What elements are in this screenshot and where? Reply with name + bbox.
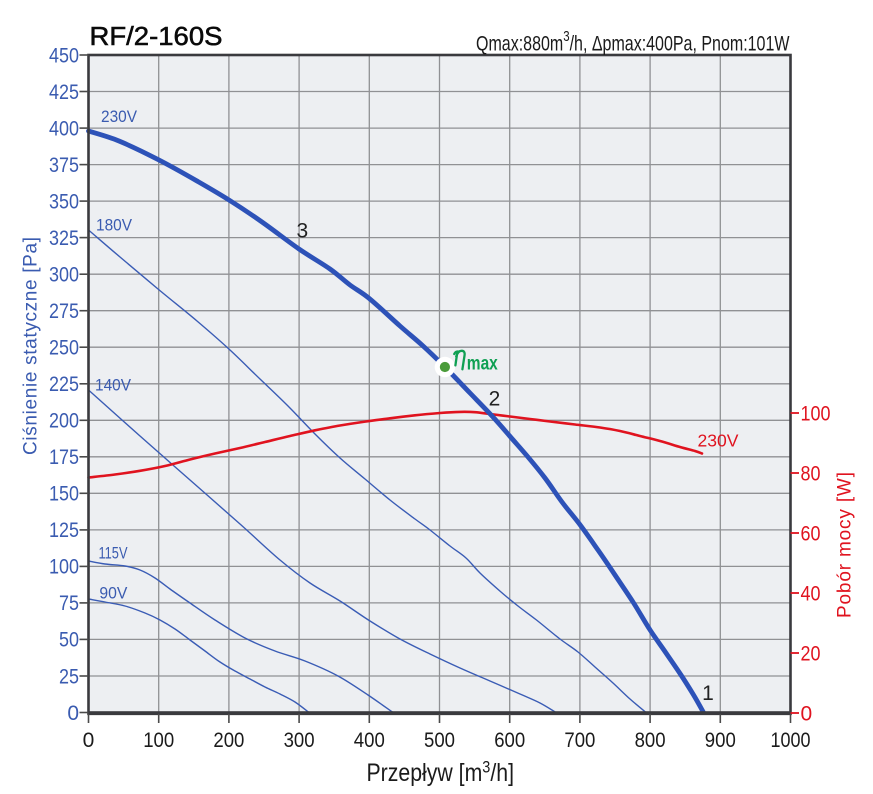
svg-text:600: 600 (494, 729, 525, 752)
svg-text:90V: 90V (99, 584, 128, 603)
svg-text:200: 200 (49, 410, 79, 433)
svg-text:700: 700 (564, 729, 595, 752)
svg-text:400: 400 (354, 729, 385, 752)
svg-text:25: 25 (59, 665, 79, 688)
svg-text:40: 40 (801, 582, 821, 605)
svg-text:800: 800 (635, 729, 666, 752)
svg-text:RF/2-160S: RF/2-160S (90, 23, 223, 51)
svg-text:1: 1 (702, 682, 714, 705)
svg-text:100: 100 (801, 402, 831, 425)
svg-text:225: 225 (49, 373, 79, 396)
svg-text:125: 125 (49, 519, 79, 542)
svg-text:100: 100 (143, 729, 174, 752)
svg-text:300: 300 (284, 729, 315, 752)
svg-text:140V: 140V (95, 376, 132, 395)
svg-text:20: 20 (801, 642, 821, 665)
svg-text:1000: 1000 (771, 729, 811, 752)
svg-text:230V: 230V (101, 107, 138, 126)
svg-text:75: 75 (59, 592, 79, 615)
svg-text:230V: 230V (698, 431, 739, 451)
svg-text:Przepływ [m3/h]: Przepływ [m3/h] (367, 758, 515, 788)
svg-text:175: 175 (49, 446, 79, 469)
svg-text:0: 0 (67, 702, 79, 725)
svg-text:400: 400 (49, 117, 79, 140)
svg-text:50: 50 (59, 629, 79, 652)
svg-text:250: 250 (49, 337, 79, 360)
svg-text:3: 3 (296, 220, 308, 243)
svg-text:900: 900 (705, 729, 736, 752)
svg-text:180V: 180V (96, 216, 133, 235)
svg-text:200: 200 (213, 729, 244, 752)
svg-text:375: 375 (49, 154, 79, 177)
svg-text:150: 150 (49, 483, 79, 506)
svg-text:0: 0 (801, 702, 813, 725)
svg-text:100: 100 (49, 556, 79, 579)
svg-text:500: 500 (424, 729, 455, 752)
svg-text:275: 275 (49, 300, 79, 323)
svg-text:325: 325 (49, 227, 79, 250)
svg-text:425: 425 (49, 81, 79, 104)
svg-text:Qmax:880m3/h, Δpmax:400Pa, Pno: Qmax:880m3/h, Δpmax:400Pa, Pnom:101W (476, 28, 790, 56)
svg-text:350: 350 (49, 190, 79, 213)
svg-text:450: 450 (49, 44, 79, 67)
svg-text:max: max (467, 354, 498, 375)
svg-text:80: 80 (801, 462, 821, 485)
svg-text:0: 0 (83, 729, 95, 752)
svg-text:60: 60 (801, 522, 821, 545)
svg-text:Pobór mocy [W]: Pobór mocy [W] (835, 472, 856, 618)
svg-text:Ciśnienie statyczne [Pa]: Ciśnienie statyczne [Pa] (21, 237, 42, 455)
svg-text:2: 2 (489, 388, 501, 411)
svg-text:115V: 115V (99, 544, 128, 563)
svg-text:300: 300 (49, 264, 79, 287)
